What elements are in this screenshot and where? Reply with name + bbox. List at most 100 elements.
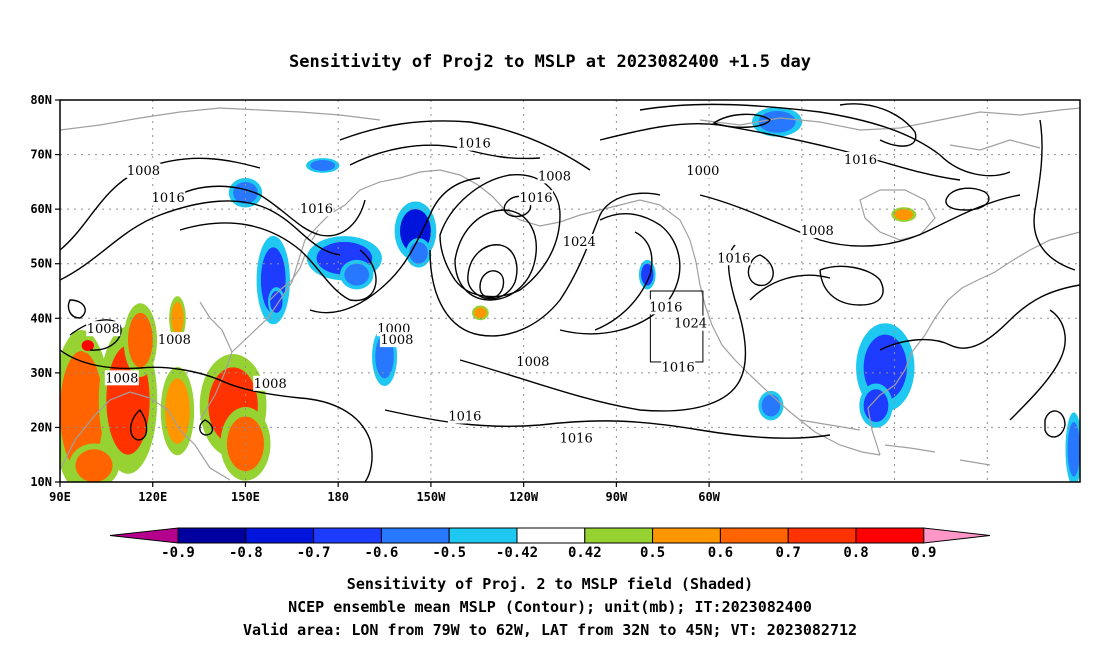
lat-tick-label: 30N bbox=[30, 366, 52, 380]
contour-line bbox=[819, 265, 884, 306]
colorbar-swatch bbox=[448, 527, 518, 544]
contour-label-bg bbox=[299, 201, 334, 217]
contour-label-bg bbox=[447, 408, 482, 424]
shade-blob bbox=[128, 312, 153, 368]
contour-label-bg bbox=[151, 190, 186, 206]
contour-label-bg bbox=[559, 430, 594, 446]
contour-label: 1008 bbox=[158, 333, 191, 348]
colorbar-label: 0.8 bbox=[843, 545, 868, 561]
contour-label-bg bbox=[126, 162, 161, 178]
contour-line bbox=[309, 177, 481, 314]
contour-label-bg bbox=[716, 250, 751, 266]
colorbar-label: -0.5 bbox=[432, 545, 466, 561]
contour-line bbox=[839, 103, 917, 147]
contour-line bbox=[60, 349, 373, 482]
contour-line bbox=[1009, 309, 1066, 421]
contour-line bbox=[599, 122, 961, 181]
contour-label: 1008 bbox=[801, 224, 834, 239]
contour-label: 1024 bbox=[563, 235, 596, 250]
colorbar-swatch bbox=[313, 527, 382, 544]
contour-label-bg bbox=[86, 321, 121, 337]
contour-label-bg bbox=[253, 375, 288, 391]
shade-blob bbox=[1067, 421, 1080, 477]
colorbar-label: 0.42 bbox=[568, 545, 602, 561]
contour-line bbox=[439, 174, 561, 298]
lat-tick-label: 50N bbox=[30, 257, 52, 271]
colorbar-label: 0.5 bbox=[640, 545, 665, 561]
colorbar-label: 0.6 bbox=[708, 545, 733, 561]
contour-line bbox=[454, 209, 537, 301]
lat-tick-label: 10N bbox=[30, 475, 52, 489]
lon-tick-label: 180 bbox=[327, 490, 349, 504]
contour-line bbox=[479, 270, 505, 299]
map-panel: 1016 1008 1000 1016 1008 1016 1016 1016 1024 1008… bbox=[60, 100, 1080, 482]
contour-label: 1008 bbox=[516, 355, 549, 370]
shade-blob bbox=[474, 307, 487, 319]
contour-label-bg bbox=[104, 370, 139, 386]
colorbar-swatch bbox=[177, 527, 247, 544]
contour-line bbox=[130, 408, 148, 441]
colorbar-label: -0.8 bbox=[229, 545, 263, 561]
colorbar-label: -0.6 bbox=[365, 545, 399, 561]
contour-line bbox=[503, 195, 532, 218]
contour-label: 1008 bbox=[87, 322, 120, 337]
colorbar-swatch bbox=[516, 527, 586, 544]
coastline-hudson bbox=[859, 189, 936, 241]
shade-blob bbox=[758, 110, 796, 133]
contour-label-bg bbox=[648, 299, 683, 315]
lon-tick-label: 150E bbox=[231, 490, 260, 504]
contour-label: 1008 bbox=[380, 333, 413, 348]
coastline-caribbean bbox=[799, 419, 991, 466]
contour-label: 1016 bbox=[300, 202, 333, 217]
coastline-namerica-west bbox=[689, 239, 881, 456]
colorbar-swatch bbox=[245, 527, 315, 544]
lat-tick-label: 80N bbox=[30, 93, 52, 107]
colorbar-left-arrow bbox=[109, 527, 179, 544]
contour-label: 1016 bbox=[560, 431, 593, 446]
lon-tick-label: 90W bbox=[606, 490, 628, 504]
shade-blob bbox=[171, 301, 184, 335]
contour-line bbox=[429, 192, 661, 337]
lon-tick-label: 60W bbox=[698, 490, 720, 504]
colorbar-label: -0.7 bbox=[297, 545, 331, 561]
contour-line bbox=[699, 194, 1021, 247]
map-frame bbox=[59, 99, 1081, 483]
contour-label-bg bbox=[519, 190, 553, 206]
contour-line bbox=[67, 299, 86, 319]
shade-blob bbox=[75, 449, 113, 482]
colorbar-label: 0.7 bbox=[776, 545, 801, 561]
shade-blob bbox=[641, 263, 654, 286]
contour-line bbox=[459, 244, 747, 412]
colorbar-label: 0.9 bbox=[911, 545, 936, 561]
contour-line bbox=[749, 274, 831, 301]
contour-line bbox=[467, 244, 518, 300]
contour-label: 1008 bbox=[538, 169, 571, 184]
shade-blob bbox=[60, 351, 104, 472]
contour-label-bg bbox=[685, 162, 720, 178]
contour-label-bg bbox=[157, 332, 192, 348]
contour-label: 1016 bbox=[152, 191, 185, 206]
contour-labels: 1016 1008 1000 1016 1008 1016 1016 1016 1024 1008… bbox=[86, 135, 878, 446]
coastline-japan bbox=[269, 229, 319, 301]
footer-line-3: Valid area: LON from 79W to 62W, LAT fro… bbox=[243, 621, 857, 639]
coastline-asia bbox=[60, 107, 441, 481]
shade-blob bbox=[409, 241, 428, 264]
contour-label: 1016 bbox=[662, 360, 695, 375]
contour-label: 1000 bbox=[686, 164, 719, 179]
colorbar: -0.9 -0.8 -0.7 -0.6 -0.5 -0.42 0.42 0.5 0.6 0.7 0.… bbox=[109, 527, 991, 561]
contour-label: 1008 bbox=[105, 371, 138, 386]
contour-label-bg bbox=[800, 222, 835, 238]
contour-line bbox=[1044, 410, 1066, 438]
contour-line bbox=[712, 113, 771, 128]
lat-tick-label: 40N bbox=[30, 311, 52, 325]
colorbar-label: -0.42 bbox=[496, 545, 538, 561]
contour-label-bg bbox=[457, 135, 492, 151]
lat-tick-label: 70N bbox=[30, 148, 52, 162]
contour-label: 1008 bbox=[127, 164, 160, 179]
contour-line bbox=[169, 185, 366, 237]
colorbar-label: -0.9 bbox=[161, 545, 195, 561]
coastline-arctic bbox=[699, 107, 1080, 151]
colorbar-swatch bbox=[652, 527, 721, 544]
lat-tick-label: 60N bbox=[30, 202, 52, 216]
contour-label: 1024 bbox=[674, 317, 707, 332]
